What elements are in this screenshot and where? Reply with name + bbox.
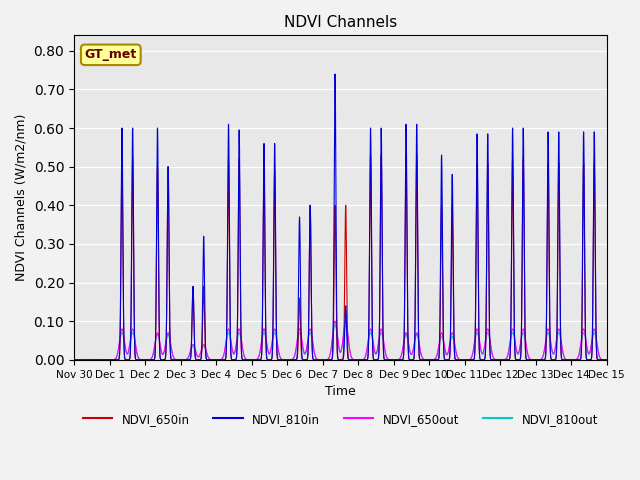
NDVI_810out xyxy=(332,322,339,328)
NDVI_650in xyxy=(127,349,134,355)
NDVI_810in xyxy=(127,348,134,354)
NDVI_650out xyxy=(70,357,78,363)
NDVI_810in xyxy=(332,71,339,77)
Title: NDVI Channels: NDVI Channels xyxy=(284,15,397,30)
NDVI_650in xyxy=(70,357,78,363)
NDVI_810in xyxy=(70,357,78,363)
NDVI_810out xyxy=(575,353,582,359)
Line: NDVI_650out: NDVI_650out xyxy=(74,321,640,360)
NDVI_650in xyxy=(523,357,531,362)
NDVI_650in xyxy=(616,357,623,363)
NDVI_810out xyxy=(616,357,623,363)
NDVI_650in xyxy=(214,357,221,363)
NDVI_810out xyxy=(214,357,221,363)
NDVI_650out xyxy=(616,357,623,363)
NDVI_810in xyxy=(616,357,623,363)
NDVI_650out xyxy=(127,336,134,342)
NDVI_810in xyxy=(523,357,531,362)
NDVI_810in xyxy=(214,357,221,363)
Text: GT_met: GT_met xyxy=(84,48,137,61)
NDVI_650out xyxy=(536,357,544,362)
NDVI_810in xyxy=(575,357,582,363)
NDVI_650out xyxy=(575,352,582,358)
NDVI_650in xyxy=(536,357,544,363)
NDVI_810out xyxy=(638,357,640,363)
Legend: NDVI_650in, NDVI_810in, NDVI_650out, NDVI_810out: NDVI_650in, NDVI_810in, NDVI_650out, NDV… xyxy=(78,408,603,431)
NDVI_650in xyxy=(413,152,420,158)
NDVI_810out xyxy=(536,357,544,362)
NDVI_650out xyxy=(214,357,221,363)
NDVI_810out xyxy=(523,346,531,351)
Line: NDVI_650in: NDVI_650in xyxy=(74,155,640,360)
Line: NDVI_810out: NDVI_810out xyxy=(74,325,640,360)
Y-axis label: NDVI Channels (W/m2/nm): NDVI Channels (W/m2/nm) xyxy=(15,114,28,281)
NDVI_650out xyxy=(332,318,339,324)
NDVI_810in xyxy=(536,357,544,363)
NDVI_810out xyxy=(127,339,134,345)
NDVI_650in xyxy=(638,357,640,363)
X-axis label: Time: Time xyxy=(325,385,356,398)
Line: NDVI_810in: NDVI_810in xyxy=(74,74,640,360)
NDVI_810in xyxy=(638,357,640,363)
NDVI_810out xyxy=(70,357,78,363)
NDVI_650in xyxy=(575,357,582,363)
NDVI_650out xyxy=(523,344,531,350)
NDVI_650out xyxy=(638,357,640,363)
